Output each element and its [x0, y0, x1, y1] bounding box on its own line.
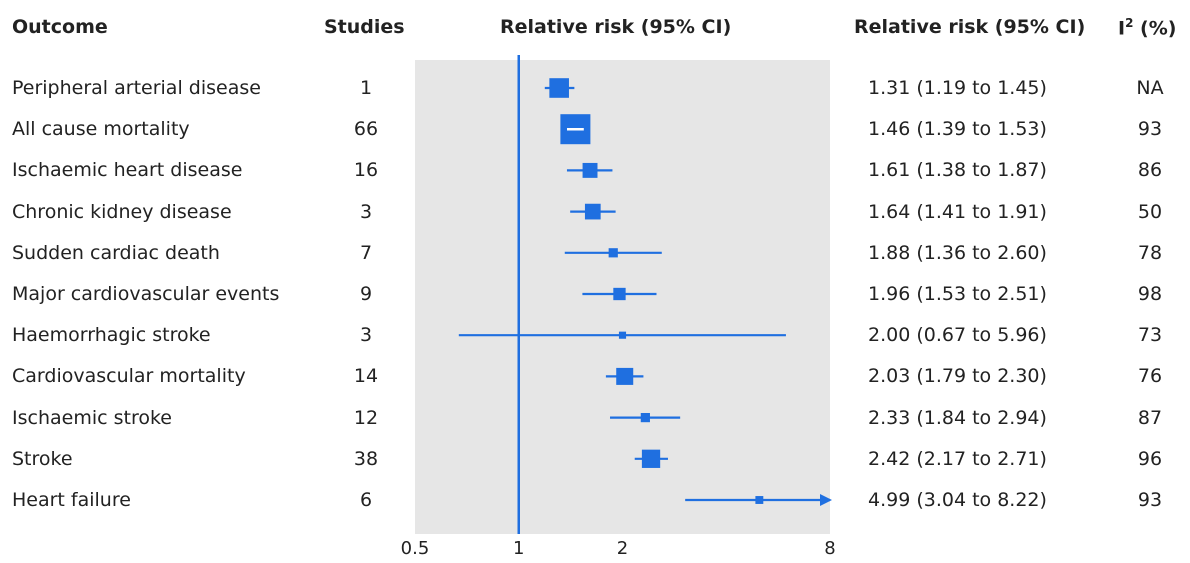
- point-estimate: [755, 496, 764, 504]
- row-studies: 66: [353, 118, 379, 141]
- header-ci: Relative risk (95% CI): [854, 16, 1086, 38]
- row-ci-text: 2.00 (0.67 to 5.96): [868, 324, 1047, 347]
- header-studies: Studies: [324, 16, 405, 38]
- point-estimate: [584, 203, 601, 220]
- row-outcome: Cardiovascular mortality: [12, 365, 246, 388]
- row-i2: 86: [1137, 159, 1163, 182]
- row-ci-text: 2.03 (1.79 to 2.30): [868, 365, 1047, 388]
- row-ci-text: 1.61 (1.38 to 1.87): [868, 159, 1047, 182]
- header-i2: I2 (%): [1118, 16, 1176, 39]
- row-i2: 96: [1137, 447, 1163, 470]
- header-i2-rest: (%): [1133, 17, 1177, 40]
- header-i2-sup: 2: [1125, 16, 1134, 30]
- point-estimate: [640, 413, 650, 423]
- row-studies: 7: [359, 241, 373, 264]
- row-outcome: Chronic kidney disease: [12, 200, 232, 223]
- point-estimate: [618, 331, 627, 339]
- row-i2: 98: [1137, 283, 1163, 305]
- row-i2: 76: [1137, 365, 1163, 388]
- row-studies: 38: [353, 447, 379, 470]
- header-plot: Relative risk (95% CI): [500, 16, 732, 38]
- row-i2: 50: [1137, 200, 1163, 223]
- row-studies: 6: [359, 489, 373, 511]
- x-tick-label: 8: [824, 538, 836, 559]
- row-ci-text: 1.96 (1.53 to 2.51): [868, 283, 1047, 305]
- row-outcome: Heart failure: [12, 489, 131, 511]
- row-studies: 3: [359, 200, 373, 223]
- row-studies: 16: [353, 159, 379, 182]
- row-ci-text: 1.31 (1.19 to 1.45): [868, 77, 1047, 99]
- row-ci-text: 1.46 (1.39 to 1.53): [868, 118, 1047, 141]
- row-outcome: All cause mortality: [12, 118, 190, 141]
- row-i2: 73: [1137, 324, 1163, 347]
- row-outcome: Haemorrhagic stroke: [12, 324, 211, 347]
- row-outcome: Peripheral arterial disease: [12, 77, 261, 99]
- point-estimate: [616, 367, 634, 385]
- row-studies: 12: [353, 406, 379, 429]
- header-i2-base: I: [1118, 17, 1126, 40]
- point-estimate: [613, 287, 626, 301]
- row-outcome: Sudden cardiac death: [12, 241, 220, 264]
- header-outcome: Outcome: [12, 16, 108, 38]
- row-ci-text: 2.33 (1.84 to 2.94): [868, 406, 1047, 429]
- x-tick-label: 2: [616, 538, 629, 559]
- row-i2: 93: [1137, 118, 1163, 141]
- row-studies: 9: [359, 283, 373, 305]
- row-ci-text: 1.88 (1.36 to 2.60): [868, 241, 1047, 264]
- point-estimate: [549, 78, 569, 98]
- row-ci-text: 1.64 (1.41 to 1.91): [868, 200, 1047, 223]
- point-estimate: [582, 162, 598, 178]
- row-ci-text: 2.42 (2.17 to 2.71): [868, 447, 1047, 470]
- row-i2: NA: [1136, 77, 1164, 99]
- row-outcome: Stroke: [12, 447, 73, 470]
- row-outcome: Ischaemic heart disease: [12, 159, 243, 182]
- row-ci-text: 4.99 (3.04 to 8.22): [868, 489, 1047, 511]
- point-estimate: [641, 449, 661, 468]
- row-studies: 14: [353, 365, 379, 388]
- row-i2: 93: [1137, 489, 1163, 511]
- x-tick-label: 0.5: [400, 538, 430, 559]
- row-i2: 87: [1137, 406, 1163, 429]
- ci-arrow: [820, 494, 832, 506]
- row-studies: 3: [359, 324, 373, 347]
- row-outcome: Major cardiovascular events: [12, 283, 280, 305]
- x-tick-label: 1: [513, 538, 525, 559]
- row-outcome: Ischaemic stroke: [12, 406, 172, 429]
- row-i2: 78: [1137, 241, 1163, 264]
- point-estimate: [608, 248, 618, 258]
- row-studies: 1: [359, 77, 373, 99]
